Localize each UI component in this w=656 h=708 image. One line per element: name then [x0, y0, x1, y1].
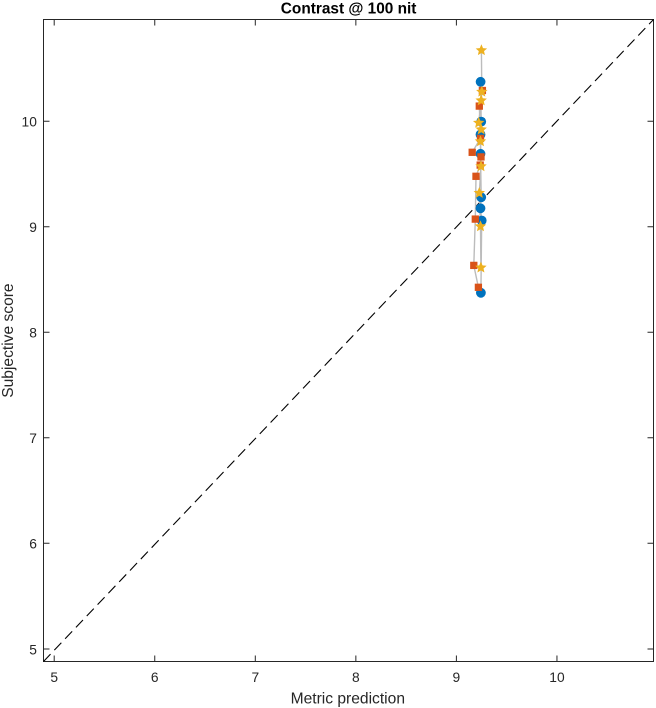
- svg-text:8: 8: [29, 326, 37, 341]
- svg-text:10: 10: [549, 670, 565, 685]
- svg-text:7: 7: [251, 670, 259, 685]
- svg-text:5: 5: [50, 670, 58, 685]
- svg-text:9: 9: [29, 220, 37, 235]
- svg-text:10: 10: [22, 115, 38, 130]
- svg-text:Subjective score: Subjective score: [0, 283, 17, 397]
- svg-text:Contrast @ 100 nit: Contrast @ 100 nit: [281, 0, 417, 17]
- svg-text:Metric prediction: Metric prediction: [291, 691, 405, 708]
- svg-text:6: 6: [151, 670, 159, 685]
- svg-text:6: 6: [29, 537, 37, 552]
- svg-text:5: 5: [29, 642, 37, 657]
- svg-text:7: 7: [29, 431, 37, 446]
- svg-text:8: 8: [352, 670, 360, 685]
- svg-text:9: 9: [453, 670, 461, 685]
